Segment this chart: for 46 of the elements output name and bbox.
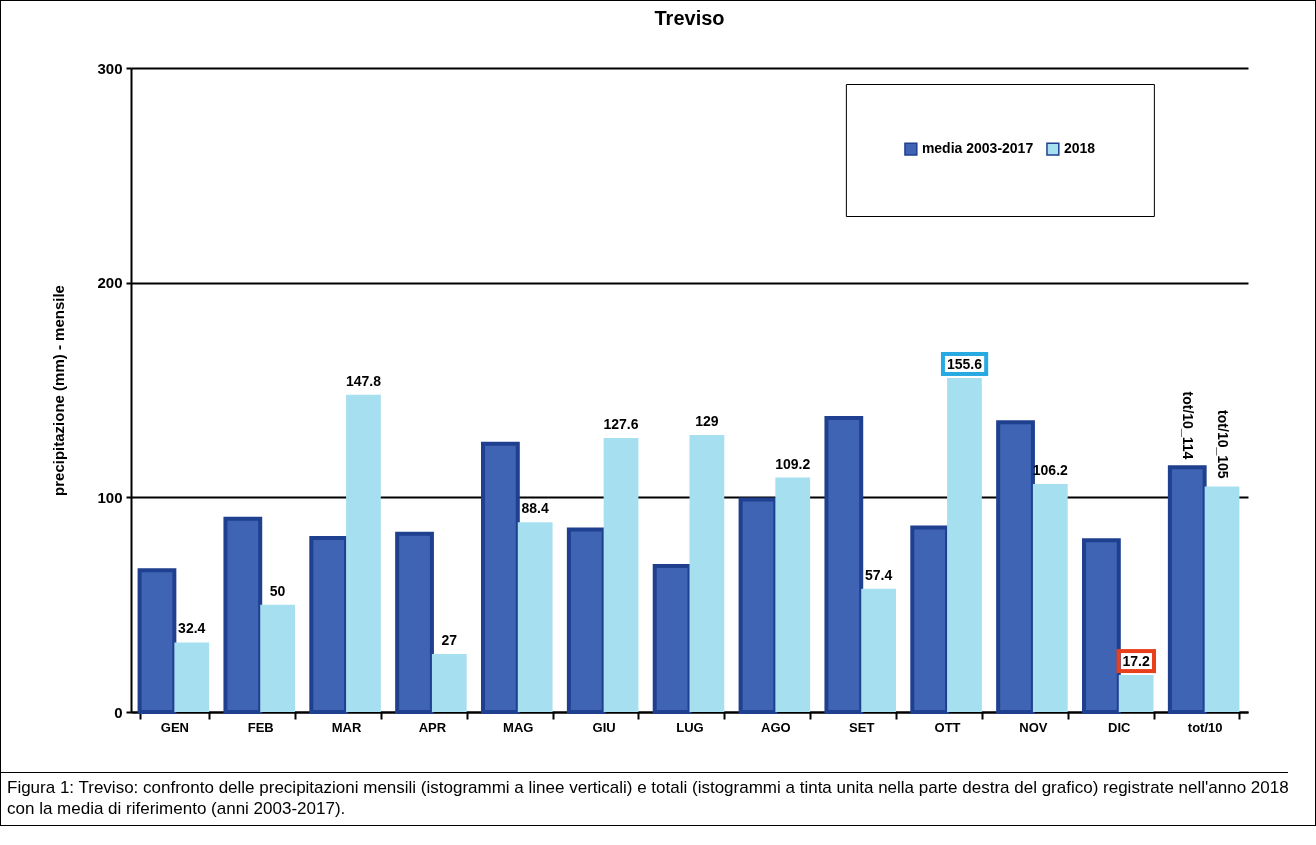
data-label: 155.6 xyxy=(946,355,983,372)
x-tick-label: APR xyxy=(418,719,447,735)
bar xyxy=(861,588,896,712)
x-tick-label: LUG xyxy=(676,719,704,735)
bar xyxy=(431,654,467,712)
bar xyxy=(1204,486,1240,712)
bar xyxy=(346,394,381,712)
x-tick-label: MAG xyxy=(503,719,534,735)
data-label: 109.2 xyxy=(775,455,811,472)
bar xyxy=(689,435,725,712)
data-label: tot/10_114 xyxy=(1180,391,1197,460)
data-label: 88.4 xyxy=(521,500,550,517)
data-label: 50 xyxy=(269,582,286,599)
bar xyxy=(260,604,295,712)
data-label: 32.4 xyxy=(178,620,206,637)
data-label: 129 xyxy=(695,413,719,430)
data-label: 57.4 xyxy=(864,566,893,583)
x-tick-label: GIU xyxy=(592,719,616,735)
x-tick-label: MAR xyxy=(331,719,362,735)
bar xyxy=(603,438,639,712)
data-label: 27 xyxy=(441,632,458,649)
x-tick-label: OTT xyxy=(934,719,961,735)
bar xyxy=(775,477,811,712)
bar xyxy=(174,642,210,712)
y-tick-label: 300 xyxy=(97,59,123,77)
data-label: tot/10_105 xyxy=(1215,410,1232,479)
legend-label: media 2003-2017 xyxy=(921,140,1034,157)
bar xyxy=(517,522,553,712)
y-axis-title: precipitazione (mm) - mensile xyxy=(50,285,68,496)
data-label: 127.6 xyxy=(603,416,639,433)
text: Figura 1: Treviso: confronto delle precipitazioni mensili (istogrammi a linee verticali) e totali (istogrammi a tinta unita nella parte destra del grafico) registrate nell'anno 2018 con la media di riferimento (anni 2003-2017). xyxy=(7,777,1290,819)
data-label: 147.8 xyxy=(345,372,382,389)
x-tick-label: DIC xyxy=(1108,719,1132,735)
x-tick-label: tot/10 xyxy=(1187,719,1223,735)
y-tick-label: 0 xyxy=(114,703,123,721)
chart-title: Treviso xyxy=(654,7,725,29)
data-label: 17.2 xyxy=(1122,653,1151,670)
x-tick-label: NOV xyxy=(1019,719,1048,735)
x-tick-label: SET xyxy=(849,719,875,735)
y-tick-label: 200 xyxy=(97,274,123,292)
legend-label: 2018 xyxy=(1063,140,1096,157)
y-tick-label: 100 xyxy=(97,488,123,506)
bar xyxy=(1032,484,1068,712)
x-tick-label: GEN xyxy=(160,719,189,735)
x-tick-label: FEB xyxy=(247,719,274,735)
x-tick-label: AGO xyxy=(761,719,791,735)
